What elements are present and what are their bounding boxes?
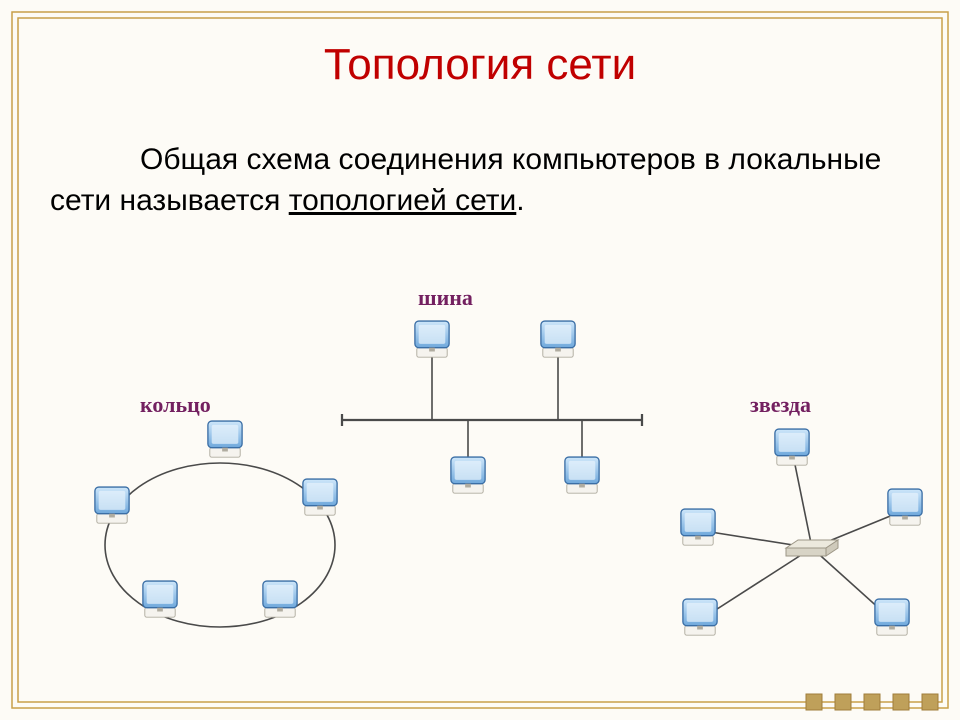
computer-icon xyxy=(451,457,485,493)
computer-icon xyxy=(303,479,337,515)
hub-icon xyxy=(786,540,838,556)
ring-diagram xyxy=(95,421,337,627)
computer-icon xyxy=(415,321,449,357)
computer-icon xyxy=(95,487,129,523)
bus-diagram xyxy=(342,321,642,493)
slide: Топология сети Общая схема соединения ко… xyxy=(0,0,960,720)
diagram-area xyxy=(0,0,960,720)
computer-icon xyxy=(775,429,809,465)
computer-icon xyxy=(263,581,297,617)
computer-icon xyxy=(875,599,909,635)
computer-icon xyxy=(143,581,177,617)
computer-icon xyxy=(208,421,242,457)
computer-icon xyxy=(541,321,575,357)
computer-icon xyxy=(565,457,599,493)
computer-icon xyxy=(683,599,717,635)
computer-icon xyxy=(888,489,922,525)
star-diagram xyxy=(681,429,922,635)
computer-icon xyxy=(681,509,715,545)
